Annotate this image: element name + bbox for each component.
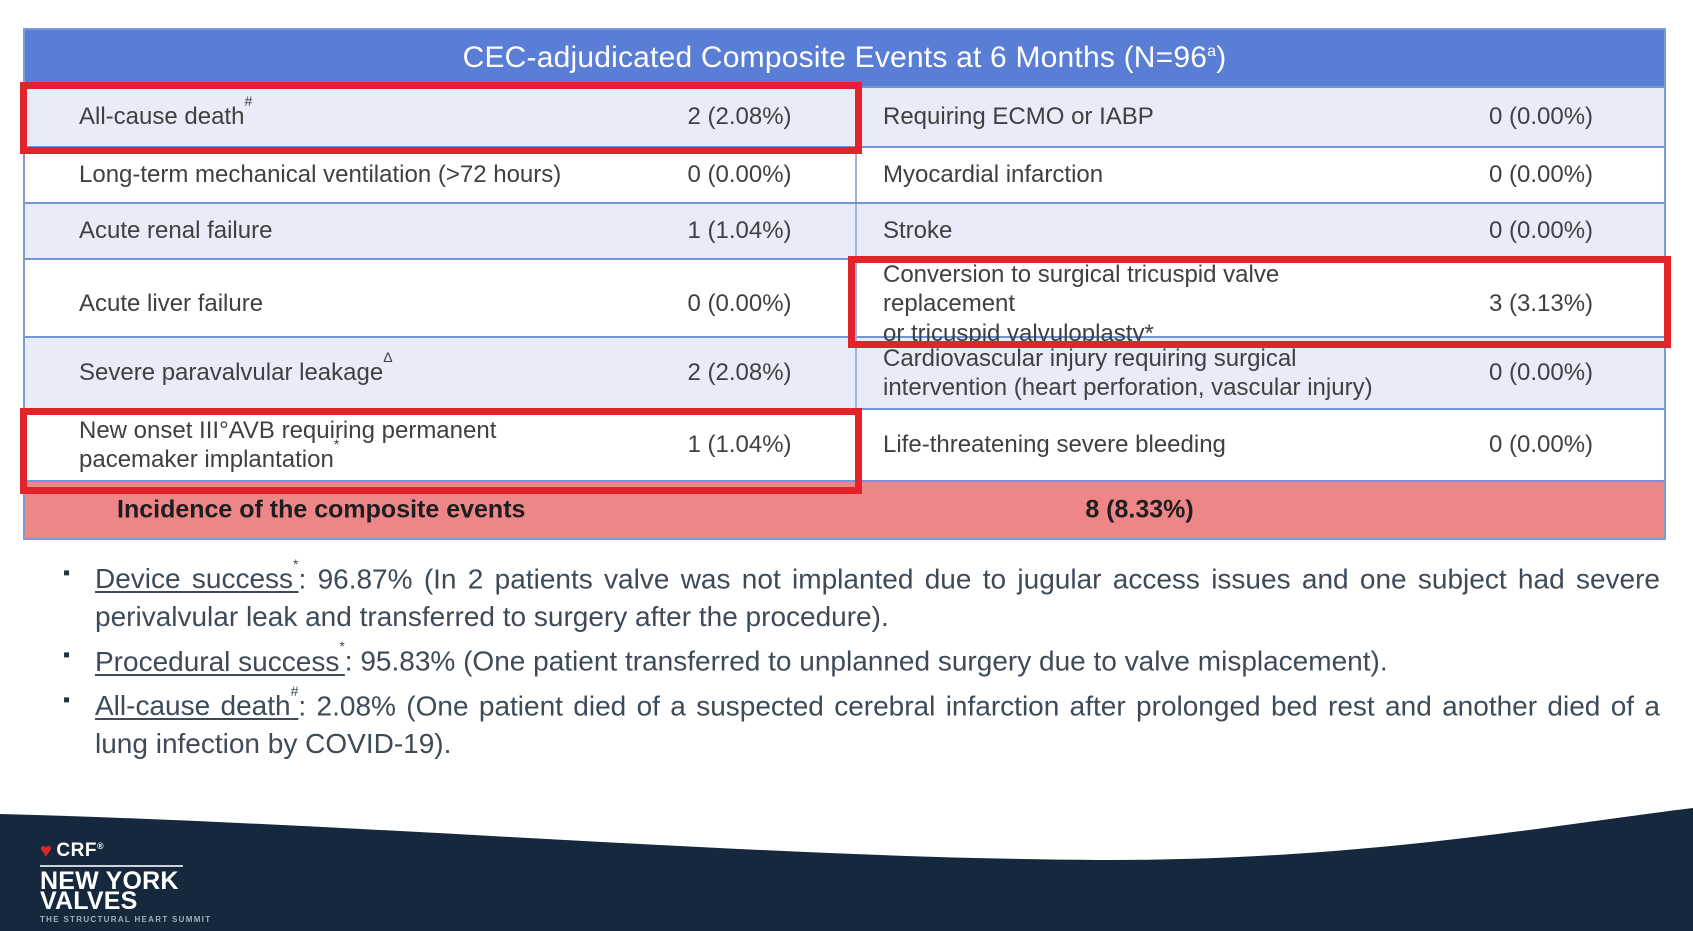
event-value: 2 (2.08%) [687,359,792,386]
crf-logo: ♥ CRF ® [40,839,211,862]
heart-icon: ♥ [40,840,53,862]
list-item: ▪ Device success*: 96.87% (In 2 patients… [63,554,1660,636]
brand-tagline: THE STRUCTURAL HEART SUMMIT [40,915,212,924]
note-lead: All-cause death# [95,682,299,721]
event-label: Life-threatening severe bleeding [855,410,1418,480]
bullet-square-icon: ▪ [63,688,71,711]
event-label: Acute renal failure [79,217,273,245]
list-item: ▪ All-cause death#: 2.08% (One patient d… [63,681,1660,763]
list-item: ▪ Procedural success*: 95.83% (One patie… [63,636,1660,680]
table-title: CEC-adjudicated Composite Events at 6 Mo… [25,30,1664,86]
event-value: 3 (3.13%) [1488,289,1594,317]
note-text: : 95.83% (One patient transferred to unp… [344,645,1388,677]
event-label: Cardiovascular injury requiring surgical… [855,338,1418,408]
table-row: Acute liver failure 0 (0.00%) Conversion… [25,258,1664,348]
summary-label: Incidence of the composite events [117,495,526,524]
note-lead: Procedural success* [95,638,345,677]
brand-line1: NEW YORK [40,867,179,895]
event-value: 2 (2.08%) [687,103,792,130]
table-row: Long-term mechanical ventilation (>72 ho… [25,146,1664,202]
note-text: : 96.87% (In 2 patients valve was not im… [95,563,1660,633]
table-title-after: ) [1216,41,1227,74]
registered-mark: ® [96,841,105,851]
event-label: Conversion to surgical tricuspid valve r… [855,260,1418,348]
table-row: Acute renal failure 1 (1.04%) Stroke 0 (… [25,202,1664,258]
event-label: New onset III°AVB requiring permanent pa… [79,416,497,473]
event-value: 0 (0.00%) [1488,359,1594,386]
crf-text: CRF [56,840,97,861]
notes-list: ▪ Device success*: 96.87% (In 2 patients… [63,554,1660,763]
brand-line2: VALVES [40,887,138,915]
event-value: 0 (0.00%) [687,289,792,317]
event-value: 0 (0.00%) [1488,161,1594,188]
event-label: Requiring ECMO or IABP [855,88,1418,146]
note-lead: Device success* [95,556,299,595]
bullet-square-icon: ▪ [63,562,71,584]
event-value: 1 (1.04%) [687,217,792,244]
footer-wave [0,808,1693,931]
event-label: Severe paravalvular leakageΔ [79,349,393,387]
logo-divider [40,865,183,867]
bullet-square-icon: ▪ [63,644,71,667]
events-table: CEC-adjudicated Composite Events at 6 Mo… [20,28,1671,540]
new-york-valves-logo: ♥ CRF ® NEW YORK VALVES THE STRUCTURAL H… [40,839,211,924]
summary-row: Incidence of the composite events 8 (8.3… [25,480,1664,538]
event-value: 0 (0.00%) [1488,217,1594,244]
event-label: Myocardial infarction [855,148,1418,202]
table-title-sup: a [1207,43,1217,60]
table-row: All-cause death# 2 (2.08%) Requiring ECM… [25,86,1664,146]
event-label: Acute liver failure [79,290,264,318]
event-label: Stroke [855,204,1418,258]
event-value: 0 (0.00%) [687,161,792,188]
event-value: 0 (0.00%) [1488,431,1594,458]
note-text: : 2.08% (One patient died of a suspected… [95,689,1660,759]
summary-value: 8 (8.33%) [1085,495,1194,524]
event-label: Long-term mechanical ventilation (>72 ho… [79,161,562,189]
table-row: New onset III°AVB requiring permanent pa… [25,408,1664,480]
event-label: All-cause death# [79,93,253,131]
event-value: 1 (1.04%) [687,431,792,458]
table-title-text: CEC-adjudicated Composite Events at 6 Mo… [462,41,1208,74]
event-value: 0 (0.00%) [1488,103,1594,130]
table-row: Severe paravalvular leakageΔ 2 (2.08%) C… [25,336,1664,408]
